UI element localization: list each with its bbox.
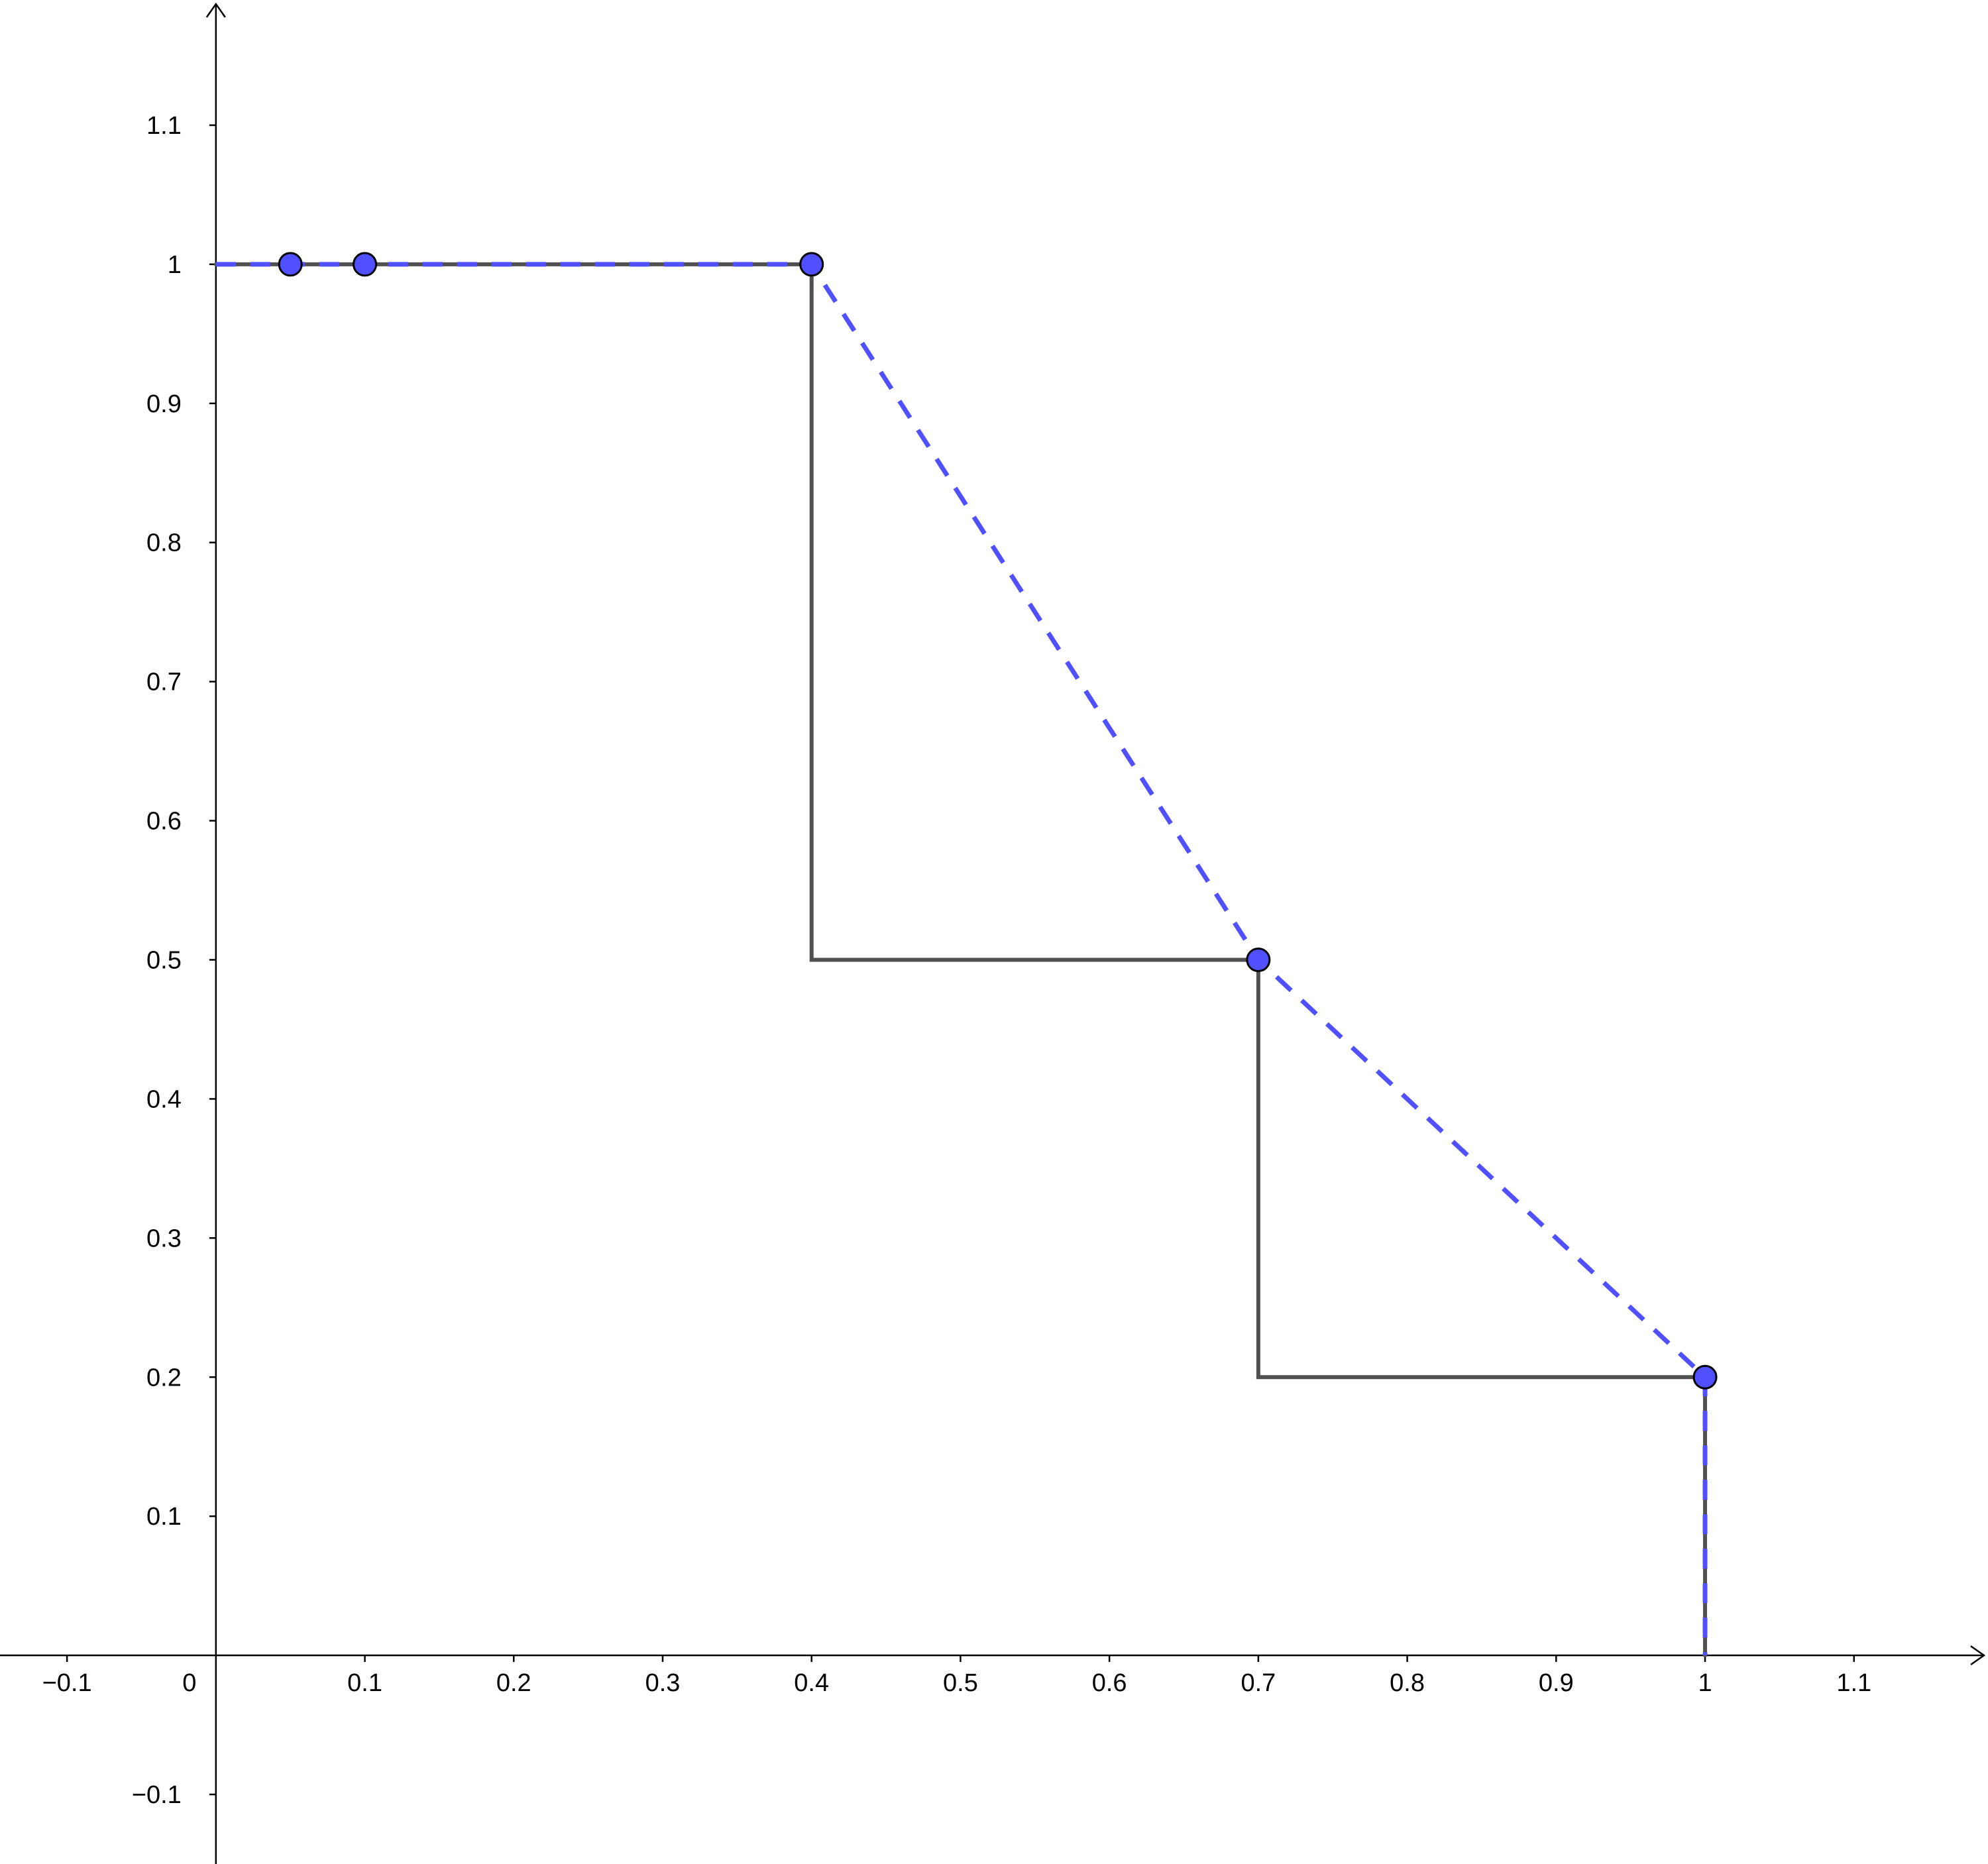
y-tick-label: 0.4 [146,1085,182,1113]
x-tick-label: 0.7 [1241,1669,1276,1697]
data-point[interactable] [1246,947,1271,972]
x-tick-label: 0.8 [1390,1669,1425,1697]
y-tick-label: 0.7 [146,669,182,696]
x-tick-label: 0.2 [496,1669,531,1697]
data-point[interactable] [799,252,824,277]
series-layer [213,252,1718,1658]
y-tick-label: 0.9 [146,390,182,418]
x-tick-label: 0.4 [794,1669,829,1697]
y-axis-arrow-icon [205,2,226,18]
step-series-line [213,262,1708,1658]
x-tick-labels: −0.1 0 0.1 0.2 0.3 0.4 0.5 0.6 0.7 0.8 0… [42,1669,1872,1697]
y-tick-label: 1.1 [146,112,182,140]
x-axis-arrow-icon [1970,1645,1986,1666]
y-tick-label: 1 [168,251,182,279]
x-tick-label: 0.1 [347,1669,382,1697]
data-point[interactable] [1692,1364,1718,1390]
y-tick-label: 0.6 [146,808,182,836]
data-point[interactable] [278,252,303,277]
y-tick-label: −0.1 [132,1781,182,1809]
y-tick-label: 0.5 [146,946,182,974]
y-tick-label: 0.2 [146,1364,182,1392]
y-tick-label: 0.1 [146,1503,182,1531]
x-tick-label: 0.3 [645,1669,681,1697]
x-tick-label: −0.1 [42,1669,92,1697]
x-tick-label: 0 [182,1669,196,1697]
data-point[interactable] [353,252,378,277]
y-tick-labels: −0.1 0.1 0.2 0.3 0.4 0.5 0.6 0.7 0.8 0.9… [132,112,182,1809]
x-tick-label: 1.1 [1836,1669,1871,1697]
x-tick-label: 0.6 [1092,1669,1127,1697]
x-tick-label: 1 [1698,1669,1712,1697]
x-tick-label: 0.5 [943,1669,978,1697]
y-tick-label: 0.3 [146,1225,182,1252]
y-tick-label: 0.8 [146,529,182,557]
x-tick-label: 0.9 [1539,1669,1574,1697]
